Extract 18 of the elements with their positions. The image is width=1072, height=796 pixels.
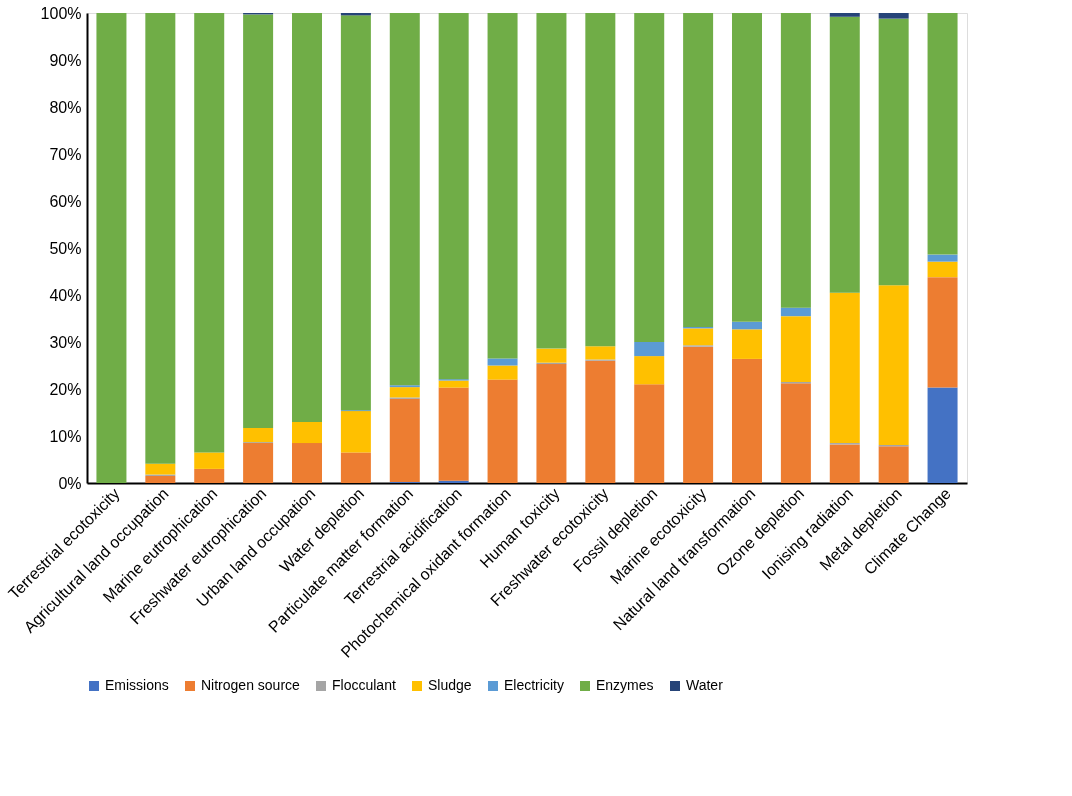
- legend-label: Enzymes: [596, 677, 654, 693]
- y-tick-label: 90%: [49, 51, 82, 69]
- y-tick-label: 50%: [49, 239, 82, 257]
- y-tick-label: 10%: [49, 427, 82, 445]
- y-tick-label: 40%: [49, 286, 82, 304]
- legend-label: Water: [686, 677, 724, 693]
- legend-label: Electricity: [504, 677, 564, 693]
- legend-label: Flocculant: [332, 677, 396, 693]
- y-tick-label: 0%: [58, 474, 82, 492]
- legend-label: Sludge: [428, 677, 472, 693]
- legend-label: Emissions: [105, 677, 169, 693]
- y-tick-label: 70%: [49, 145, 82, 163]
- y-tick-label: 100%: [40, 4, 82, 22]
- y-tick-label: 60%: [49, 192, 82, 210]
- legend-label: Nitrogen source: [201, 677, 301, 693]
- y-tick-label: 30%: [49, 333, 82, 351]
- y-tick-label: 80%: [49, 98, 82, 116]
- y-tick-label: 20%: [49, 380, 82, 398]
